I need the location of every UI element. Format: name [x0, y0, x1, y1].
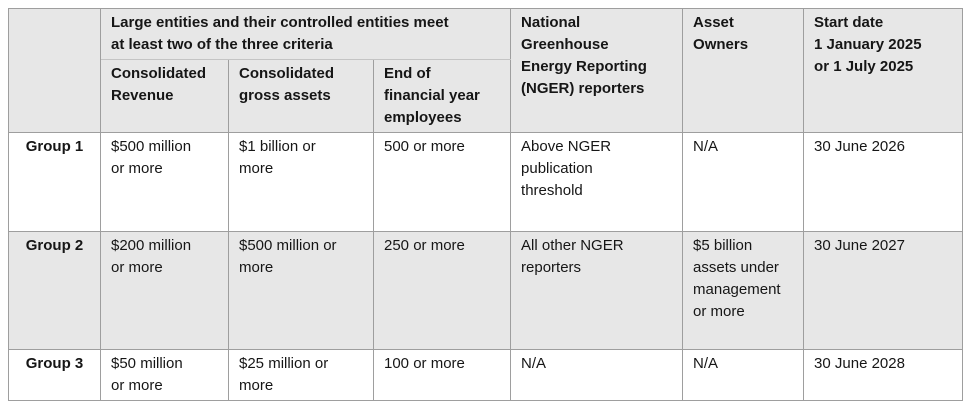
cell-employees: 100 or more [372, 349, 512, 401]
cell-asset-owners: $5 billion assets under management or mo… [682, 231, 805, 350]
cell-consolidated-gross-assets: $1 billion or more [228, 132, 374, 232]
corner-cell [8, 8, 101, 133]
group-label: Group 3 [8, 349, 101, 401]
header-nger-reporters: National Greenhouse Energy Reporting (NG… [510, 8, 684, 133]
subheader-consolidated-gross-assets: Consolidated gross assets [228, 59, 374, 133]
cell-consolidated-gross-assets: $500 million or more [228, 231, 374, 350]
cell-asset-owners: N/A [682, 132, 805, 232]
cell-start-date: 30 June 2026 [803, 132, 964, 232]
cell-consolidated-revenue: $50 million or more [100, 349, 229, 401]
criteria-table: Large entities and their controlled enti… [8, 8, 964, 401]
header-row-sub: Consolidated Revenue Consolidated gross … [9, 59, 963, 133]
cell-nger: Above NGER publication threshold [510, 132, 684, 232]
criteria-group-header: Large entities and their controlled enti… [99, 8, 512, 60]
cell-consolidated-revenue: $500 million or more [100, 132, 229, 232]
cell-asset-owners: N/A [682, 349, 805, 401]
subheader-end-of-financial-year-employees: End of financial year employees [372, 59, 512, 133]
cell-start-date: 30 June 2028 [803, 349, 964, 401]
header-asset-owners: Asset Owners [682, 8, 805, 133]
cell-employees: 250 or more [372, 231, 512, 350]
table-row-group-3: Group 3 $50 million or more $25 million … [8, 349, 964, 401]
cell-start-date: 30 June 2027 [803, 231, 964, 350]
header-row-top: Large entities and their controlled enti… [8, 8, 964, 133]
table-row-group-1: Group 1 $500 million or more $1 billion … [8, 132, 964, 232]
table-row-group-2: Group 2 $200 million or more $500 millio… [8, 231, 964, 350]
group-label: Group 1 [8, 132, 101, 232]
cell-nger: N/A [510, 349, 684, 401]
cell-consolidated-revenue: $200 million or more [100, 231, 229, 350]
cell-nger: All other NGER reporters [510, 231, 684, 350]
subheader-consolidated-revenue: Consolidated Revenue [100, 59, 229, 133]
group-label: Group 2 [8, 231, 101, 350]
cell-employees: 500 or more [372, 132, 512, 232]
cell-consolidated-gross-assets: $25 million or more [228, 349, 374, 401]
header-start-date: Start date 1 January 2025 or 1 July 2025 [803, 8, 964, 133]
